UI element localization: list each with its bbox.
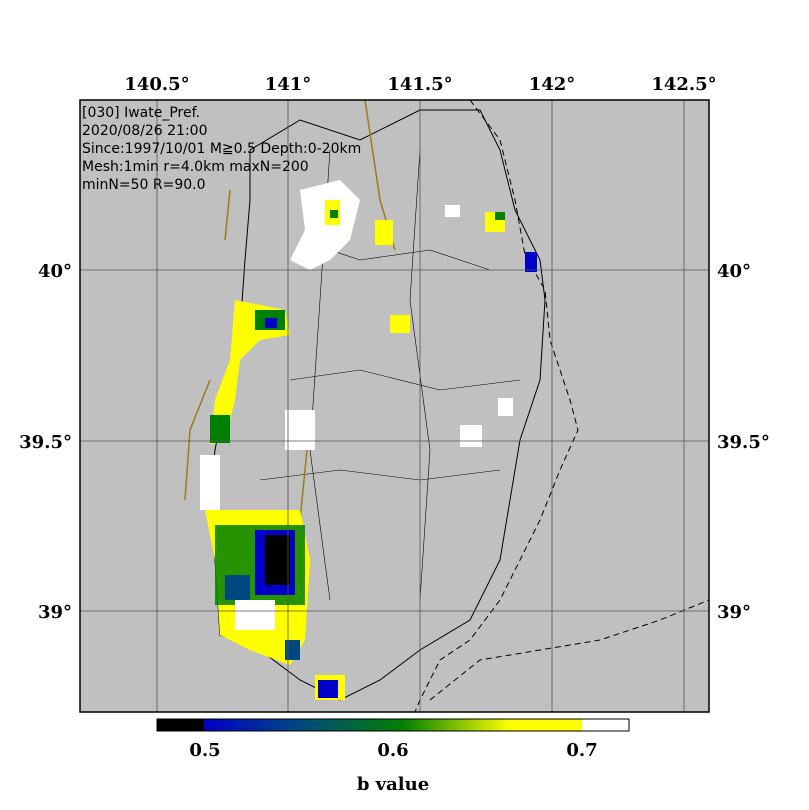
lat-label-left: 39.5° bbox=[19, 432, 72, 453]
lat-label-right: 39° bbox=[717, 602, 751, 623]
colorbar bbox=[156, 718, 630, 732]
header-line: Since:1997/10/01 M≧0.5 Depth:0-20km bbox=[82, 141, 361, 157]
header-line: minN=50 R=90.0 bbox=[82, 177, 206, 193]
lat-label-left: 40° bbox=[38, 261, 72, 282]
header-line: [030] Iwate_Pref. bbox=[82, 105, 200, 121]
header-line: 2020/08/26 21:00 bbox=[82, 123, 208, 139]
lon-label: 142° bbox=[529, 74, 576, 95]
map-frame bbox=[79, 99, 710, 713]
lat-label-left: 39° bbox=[38, 602, 72, 623]
header: [030] Iwate_Pref. 2020/08/26 21:00 Since:1… bbox=[82, 105, 361, 193]
lon-label: 142.5° bbox=[651, 74, 716, 95]
header-line: Mesh:1min r=4.0km maxN=200 bbox=[82, 159, 309, 175]
colorbar-tick-label: 0.7 bbox=[566, 740, 597, 761]
colorbar-tick-label: 0.6 bbox=[377, 740, 408, 761]
graticule: 140.5° 141° 141.5° 142° 142.5° 40° 40° 39.5° 39.… bbox=[19, 74, 770, 712]
lat-label-right: 40° bbox=[717, 261, 751, 282]
colorbar-ticks: 0.5 0.6 0.7 bbox=[189, 740, 597, 761]
map-features bbox=[184, 100, 709, 712]
lon-label: 140.5° bbox=[124, 74, 189, 95]
colorbar-label: b value bbox=[357, 774, 429, 795]
map-area bbox=[80, 100, 709, 712]
lat-label-right: 39.5° bbox=[717, 432, 770, 453]
lon-label: 141° bbox=[265, 74, 312, 95]
lon-label: 141.5° bbox=[387, 74, 452, 95]
colorbar-tick-label: 0.5 bbox=[189, 740, 220, 761]
